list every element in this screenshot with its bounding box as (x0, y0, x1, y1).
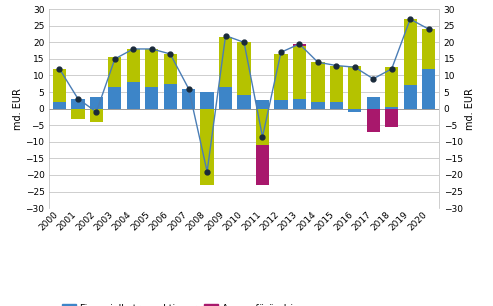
Bar (403, 19, 417, 85)
Bar (145, 87, 158, 109)
Bar (127, 82, 140, 109)
Bar (330, 65, 343, 102)
Bar (256, 145, 269, 185)
Bar (182, 89, 195, 109)
Bar (256, 100, 269, 109)
Bar (274, 54, 287, 100)
Bar (422, 69, 435, 109)
Bar (164, 84, 177, 109)
Bar (385, 67, 398, 107)
Bar (330, 102, 343, 109)
Y-axis label: md. EUR: md. EUR (13, 88, 23, 129)
Bar (367, 97, 380, 109)
Bar (90, 109, 103, 122)
Bar (145, 49, 158, 87)
Bar (90, 97, 103, 109)
Bar (367, 109, 380, 132)
Bar (238, 42, 250, 95)
Bar (127, 49, 140, 82)
Bar (238, 95, 250, 109)
Bar (108, 87, 121, 109)
Bar (164, 54, 177, 84)
Bar (53, 69, 66, 102)
Bar (311, 102, 324, 109)
Bar (348, 109, 361, 112)
Bar (348, 65, 361, 109)
Bar (274, 100, 287, 109)
Bar (256, 109, 269, 145)
Bar (385, 109, 398, 127)
Bar (219, 87, 232, 109)
Bar (293, 99, 306, 109)
Bar (385, 107, 398, 109)
Bar (219, 37, 232, 87)
Bar (201, 109, 214, 185)
Y-axis label: md. EUR: md. EUR (465, 88, 475, 129)
Bar (403, 85, 417, 109)
Bar (201, 92, 214, 109)
Bar (293, 44, 306, 46)
Bar (422, 29, 435, 69)
Bar (293, 46, 306, 99)
Bar (108, 57, 121, 87)
Bar (71, 109, 85, 118)
Bar (71, 99, 85, 109)
Bar (311, 62, 324, 102)
Bar (53, 102, 66, 109)
